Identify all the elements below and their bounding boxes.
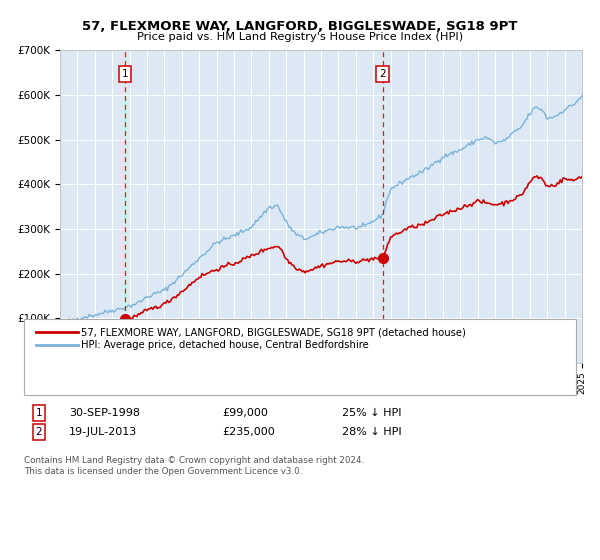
Text: 1: 1 — [122, 69, 128, 78]
Text: £99,000: £99,000 — [222, 408, 268, 418]
Text: 2: 2 — [35, 427, 43, 437]
Text: Contains HM Land Registry data © Crown copyright and database right 2024.
This d: Contains HM Land Registry data © Crown c… — [24, 456, 364, 476]
Text: 19-JUL-2013: 19-JUL-2013 — [69, 427, 137, 437]
Text: HPI: Average price, detached house, Central Bedfordshire: HPI: Average price, detached house, Cent… — [81, 340, 369, 350]
Text: 25% ↓ HPI: 25% ↓ HPI — [342, 408, 401, 418]
Text: 2: 2 — [379, 69, 386, 78]
Text: 57, FLEXMORE WAY, LANGFORD, BIGGLESWADE, SG18 9PT (detached house): 57, FLEXMORE WAY, LANGFORD, BIGGLESWADE,… — [81, 327, 466, 337]
Text: 1: 1 — [35, 408, 43, 418]
Text: 30-SEP-1998: 30-SEP-1998 — [69, 408, 140, 418]
Text: 28% ↓ HPI: 28% ↓ HPI — [342, 427, 401, 437]
Text: £235,000: £235,000 — [222, 427, 275, 437]
Text: Price paid vs. HM Land Registry's House Price Index (HPI): Price paid vs. HM Land Registry's House … — [137, 32, 463, 42]
Text: 57, FLEXMORE WAY, LANGFORD, BIGGLESWADE, SG18 9PT: 57, FLEXMORE WAY, LANGFORD, BIGGLESWADE,… — [82, 20, 518, 32]
